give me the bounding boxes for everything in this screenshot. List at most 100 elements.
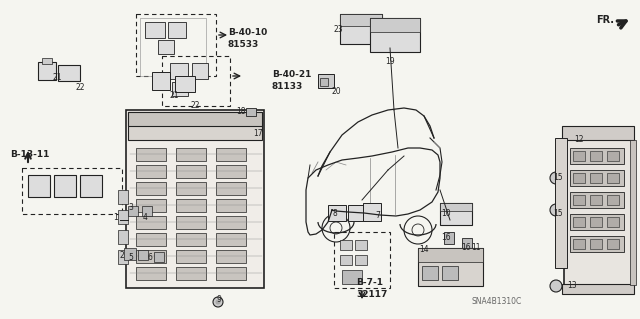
Bar	[136, 199, 166, 212]
Bar	[570, 236, 624, 252]
Bar	[216, 233, 246, 246]
Bar	[607, 217, 619, 227]
Bar	[328, 205, 346, 221]
Text: 16: 16	[461, 243, 471, 253]
Bar	[564, 130, 632, 288]
Bar	[175, 76, 195, 92]
Text: 4: 4	[143, 213, 147, 222]
Text: 12: 12	[574, 136, 584, 145]
Text: 22: 22	[190, 100, 200, 109]
Bar	[562, 284, 634, 294]
Bar	[216, 216, 246, 229]
Text: 2: 2	[120, 251, 124, 261]
Text: 9: 9	[216, 294, 221, 303]
Bar	[152, 72, 170, 90]
Bar	[573, 217, 585, 227]
Bar	[170, 63, 188, 79]
Bar	[422, 266, 438, 280]
Bar	[176, 267, 206, 280]
Circle shape	[550, 172, 562, 184]
Bar	[607, 173, 619, 183]
Text: 21: 21	[169, 91, 179, 100]
Bar	[142, 206, 152, 216]
Text: 13: 13	[567, 280, 577, 290]
Text: 21: 21	[52, 73, 61, 83]
Text: 8: 8	[333, 209, 337, 218]
Text: 11: 11	[471, 243, 481, 253]
Bar	[80, 175, 102, 197]
Bar	[158, 40, 174, 54]
Text: 5: 5	[129, 254, 133, 263]
Bar	[607, 239, 619, 249]
Bar	[126, 110, 264, 288]
Bar	[176, 182, 206, 195]
Circle shape	[550, 204, 562, 216]
Bar	[176, 165, 206, 178]
Bar	[22, 168, 122, 214]
Bar	[590, 151, 602, 161]
Text: 23: 23	[333, 26, 343, 34]
Text: 10: 10	[441, 209, 451, 218]
Circle shape	[58, 181, 64, 187]
Bar	[334, 232, 390, 288]
Bar	[590, 173, 602, 183]
Circle shape	[213, 297, 223, 307]
Bar	[172, 82, 188, 96]
Bar	[573, 195, 585, 205]
Text: 20: 20	[331, 87, 341, 97]
Circle shape	[32, 181, 38, 187]
Bar	[418, 248, 483, 262]
Bar	[192, 63, 208, 79]
Bar	[154, 252, 164, 262]
Bar	[162, 56, 230, 106]
Bar	[607, 151, 619, 161]
Text: 1: 1	[114, 213, 118, 222]
Bar	[54, 175, 76, 197]
Bar	[128, 112, 262, 126]
Text: B-7-1: B-7-1	[356, 278, 383, 287]
Circle shape	[84, 181, 90, 187]
Bar	[442, 266, 458, 280]
Bar	[355, 255, 367, 265]
Bar	[124, 248, 136, 260]
Circle shape	[550, 280, 562, 292]
Bar	[370, 18, 420, 52]
Bar	[145, 22, 165, 38]
Text: 14: 14	[419, 246, 429, 255]
Text: 6: 6	[148, 254, 152, 263]
Bar	[136, 250, 166, 263]
Bar	[128, 206, 138, 216]
Text: 15: 15	[553, 209, 563, 218]
Bar	[118, 250, 128, 264]
Bar	[216, 165, 246, 178]
Bar	[216, 148, 246, 161]
Text: 17: 17	[253, 129, 263, 137]
Bar	[573, 173, 585, 183]
Bar	[28, 175, 50, 197]
Bar	[340, 14, 382, 44]
Bar	[42, 58, 52, 64]
Bar	[136, 182, 166, 195]
Bar	[607, 195, 619, 205]
Bar	[176, 216, 206, 229]
Bar	[570, 214, 624, 230]
Text: 32117: 32117	[356, 290, 387, 299]
Text: FR.: FR.	[596, 15, 614, 25]
Bar	[136, 14, 216, 76]
Bar	[570, 170, 624, 186]
Bar	[136, 148, 166, 161]
Bar	[555, 138, 567, 268]
Bar	[340, 255, 352, 265]
Bar	[38, 62, 56, 80]
Bar	[140, 18, 206, 76]
Bar	[136, 267, 166, 280]
Text: 7: 7	[376, 211, 380, 219]
Bar	[418, 248, 483, 286]
Bar	[176, 233, 206, 246]
Bar	[118, 210, 128, 224]
Text: 18: 18	[236, 108, 246, 116]
Text: 3: 3	[129, 204, 133, 212]
Text: 81133: 81133	[272, 82, 303, 91]
Bar	[630, 140, 636, 285]
Bar	[348, 205, 366, 221]
